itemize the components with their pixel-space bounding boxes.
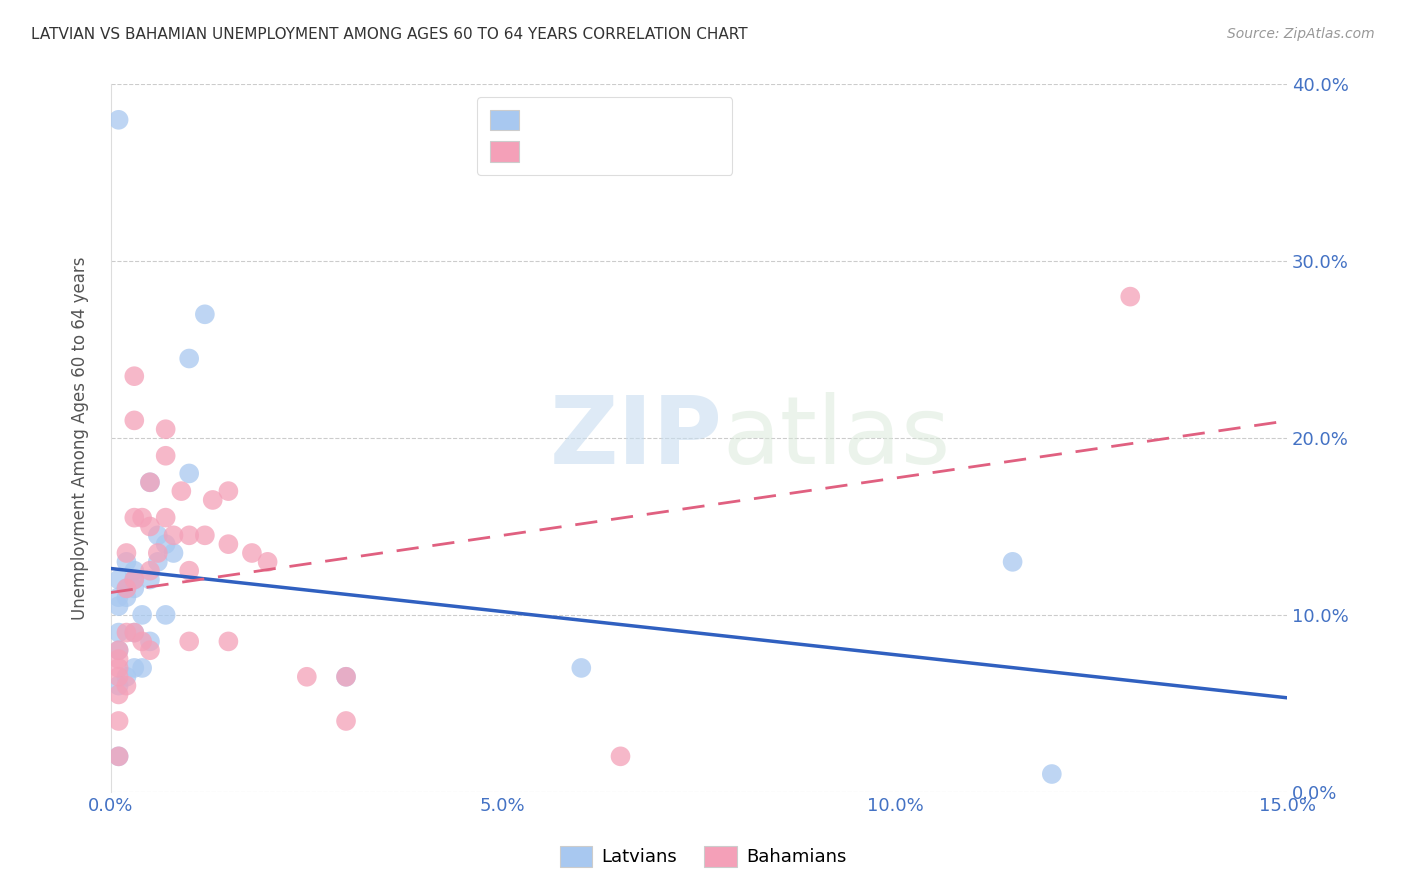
Point [107,591,129,605]
Point [131,607,153,622]
Point [217,537,239,551]
Point [179,467,201,481]
Point [155,607,177,622]
Point [139,475,162,490]
Legend: Latvians, Bahamians: Latvians, Bahamians [553,838,853,874]
Point [115,582,138,596]
Point [131,634,153,648]
Point [107,652,129,666]
Point [155,422,177,436]
Point [124,573,146,587]
Point [124,564,146,578]
Point [179,564,201,578]
Text: LATVIAN VS BAHAMIAN UNEMPLOYMENT AMONG AGES 60 TO 64 YEARS CORRELATION CHART: LATVIAN VS BAHAMIAN UNEMPLOYMENT AMONG A… [31,27,748,42]
Point [124,413,146,427]
Point [217,634,239,648]
Point [295,670,318,684]
Point [194,307,217,321]
Point [155,537,177,551]
Text: atlas: atlas [723,392,950,484]
Point [179,351,201,366]
Point [139,643,162,657]
Point [139,573,162,587]
Point [179,634,201,648]
Point [115,679,138,693]
Point [240,546,263,560]
Point [124,582,146,596]
Point [107,679,129,693]
Point [201,492,224,507]
Point [139,475,162,490]
Point [107,688,129,702]
Point [194,528,217,542]
Point [107,670,129,684]
Point [335,714,357,728]
Point [256,555,278,569]
Text: N =: N = [644,111,695,128]
Point [107,661,129,675]
Point [124,661,146,675]
Point [124,625,146,640]
Point [124,510,146,524]
Point [1040,767,1063,781]
Legend:                                  ,                                  : , [478,97,733,175]
Point [335,670,357,684]
Point [115,555,138,569]
Point [1119,290,1142,304]
Point [107,599,129,613]
Point [115,591,138,605]
Point [115,582,138,596]
Point [107,749,129,764]
Text: ZIP: ZIP [550,392,723,484]
Point [139,564,162,578]
Point [131,510,153,524]
Point [115,546,138,560]
Point [217,484,239,499]
Text: 0.201: 0.201 [600,146,657,164]
Point [139,634,162,648]
Point [131,661,153,675]
Point [146,528,169,542]
Point [107,625,129,640]
Point [107,643,129,657]
Text: R =: R = [567,111,606,128]
Point [155,510,177,524]
Point [107,643,129,657]
Point [335,670,357,684]
Point [146,546,169,560]
Point [124,369,146,384]
Text: 43: 43 [682,146,706,164]
Point [107,112,129,127]
Text: 0.131: 0.131 [600,111,657,128]
Point [179,528,201,542]
Point [162,546,184,560]
Y-axis label: Unemployment Among Ages 60 to 64 years: Unemployment Among Ages 60 to 64 years [72,256,89,620]
Text: 34: 34 [682,111,706,128]
Text: N =: N = [644,146,695,164]
Text: Source: ZipAtlas.com: Source: ZipAtlas.com [1227,27,1375,41]
Point [1001,555,1024,569]
Point [170,484,193,499]
Point [115,670,138,684]
Text: R =: R = [567,146,606,164]
Point [569,661,592,675]
Point [107,573,129,587]
Point [115,625,138,640]
Point [124,625,146,640]
Point [609,749,631,764]
Point [139,519,162,533]
Point [146,555,169,569]
Point [155,449,177,463]
Point [124,573,146,587]
Point [107,714,129,728]
Point [162,528,184,542]
Point [107,749,129,764]
